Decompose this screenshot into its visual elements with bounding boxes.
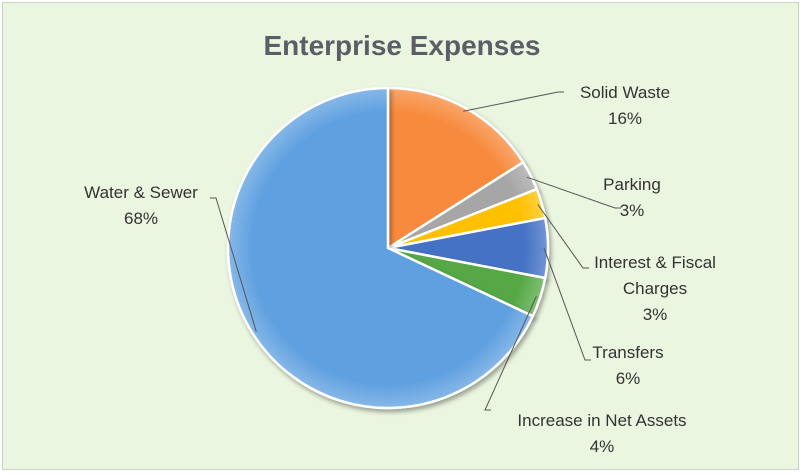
- chart-title: Enterprise Expenses: [263, 30, 541, 61]
- pie-slice-water-and-sewer: [226, 86, 535, 410]
- leader-line-increase-in-net-assets: [484, 295, 537, 411]
- data-label-parking: Parking 3%: [603, 175, 661, 220]
- data-label-percent: 3%: [643, 305, 668, 324]
- data-label-water-and-sewer: Water & Sewer 68%: [84, 183, 198, 228]
- leader-line-water-and-sewer: [210, 197, 257, 332]
- leader-line-interest-and-fiscal-charges: [537, 204, 589, 269]
- leader-line-transfers: [543, 247, 591, 361]
- data-label-percent: 68%: [124, 209, 158, 228]
- data-label-transfers: Transfers 6%: [592, 343, 663, 388]
- data-label-interest-and-fiscal-charges: Interest & Fiscal Charges 3%: [594, 253, 716, 324]
- data-label-percent: 6%: [616, 369, 641, 388]
- pie-slice-solid-waste: [386, 86, 525, 251]
- data-label-solid-waste: Solid Waste 16%: [580, 83, 670, 128]
- data-label-percent: 4%: [590, 437, 615, 456]
- leader-line-solid-waste: [463, 91, 564, 112]
- data-label-percent: 16%: [608, 109, 642, 128]
- leader-line-parking: [526, 176, 621, 209]
- data-label-increase-in-net-assets: Increase in Net Assets 4%: [517, 411, 686, 456]
- data-label-percent: 3%: [620, 201, 645, 220]
